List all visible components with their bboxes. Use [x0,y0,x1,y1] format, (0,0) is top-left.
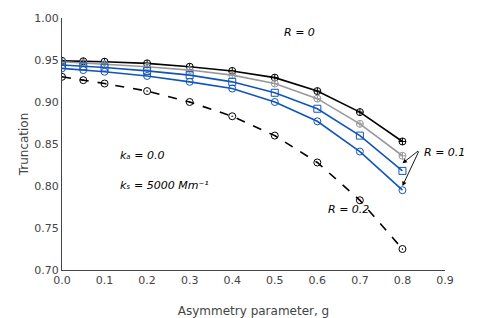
svg-text:R = 0.2: R = 0.2 [328,203,369,216]
svg-text:0.70: 0.70 [34,264,59,277]
svg-text:0.75: 0.75 [34,222,59,235]
svg-text:0.0: 0.0 [53,274,71,287]
svg-text:R = 0.1: R = 0.1 [424,146,465,159]
svg-text:0.3: 0.3 [181,274,199,287]
svg-text:0.2: 0.2 [138,274,156,287]
svg-text:0.6: 0.6 [309,274,327,287]
svg-text:0.85: 0.85 [34,138,59,151]
svg-text:0.1: 0.1 [96,274,114,287]
svg-text:0.9: 0.9 [436,274,454,287]
svg-text:R = 0: R = 0 [284,26,315,39]
svg-text:kₛ = 5000 Mm⁻¹: kₛ = 5000 Mm⁻¹ [120,179,209,192]
svg-text:0.95: 0.95 [34,54,59,67]
svg-text:kₐ = 0.0: kₐ = 0.0 [120,149,164,162]
svg-text:1.00: 1.00 [34,12,59,25]
svg-text:0.7: 0.7 [351,274,369,287]
svg-text:0.4: 0.4 [223,274,241,287]
svg-text:0.80: 0.80 [34,180,59,193]
svg-text:0.5: 0.5 [266,274,284,287]
svg-text:0.8: 0.8 [394,274,412,287]
svg-text:Asymmetry parameter, g: Asymmetry parameter, g [178,304,329,318]
svg-text:0.90: 0.90 [34,96,59,109]
svg-text:Truncation: Truncation [17,113,31,177]
